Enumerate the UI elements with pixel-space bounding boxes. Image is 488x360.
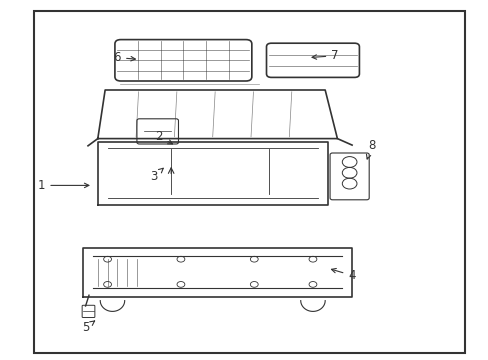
- Text: 4: 4: [331, 269, 355, 282]
- Text: 1: 1: [38, 179, 89, 192]
- Text: 3: 3: [150, 168, 163, 183]
- Text: 8: 8: [366, 139, 375, 159]
- Text: 5: 5: [81, 321, 95, 334]
- Text: 7: 7: [311, 49, 338, 62]
- Text: 2: 2: [155, 130, 172, 144]
- Text: 6: 6: [113, 51, 135, 64]
